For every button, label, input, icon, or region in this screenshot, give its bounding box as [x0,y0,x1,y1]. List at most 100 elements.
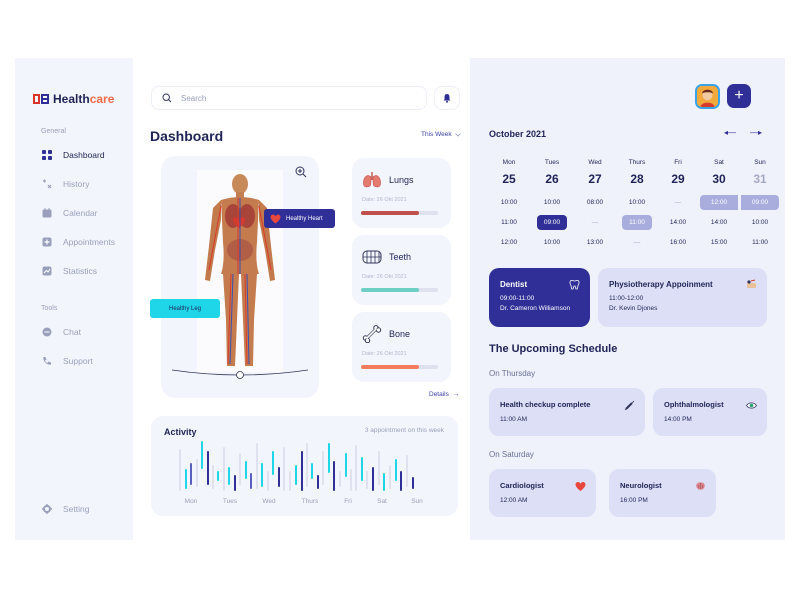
time-slot[interactable]: 13:00 [586,239,604,246]
section-general: General [41,128,66,135]
time-slot[interactable]: 10:00 [543,199,561,206]
time-slot[interactable]: 14:00 [669,219,687,226]
calendar-day-sat[interactable]: Sat 30 12:00 14:00 15:00 [700,159,738,250]
sidebar-item-statistics[interactable]: Statistics [41,265,97,277]
next-arrow-icon[interactable]: —▸ [750,128,763,137]
time-slot[interactable]: — [633,239,641,246]
time-slot[interactable]: 10:00 [500,199,518,206]
appointments-icon [41,236,53,248]
schedule-title: Cardiologist [500,481,544,490]
activity-bar [201,441,203,469]
calendar-day-sun[interactable]: Sun 31 09:00 10:00 11:00 [741,159,779,250]
chevron-down-icon [454,132,461,137]
sidebar-item-label: Dashboard [63,150,105,160]
time-slot[interactable]: 11:00 [501,219,517,226]
brand-logo[interactable]: Health care [33,92,114,106]
calendar-month: October 2021 [489,129,547,139]
appointment-title: Physiotherapy Appoinment [609,280,713,289]
add-appointment-button[interactable]: + [727,84,751,108]
appointment-time: 09:00-11:00 [500,295,535,302]
healthy-leg-tag[interactable]: Healthy Leg [150,299,220,318]
activity-bar [261,463,263,487]
activity-bar [256,443,258,489]
activity-bar [179,449,181,491]
notification-button[interactable] [434,86,460,110]
organ-card-bone[interactable]: Bone Date: 26 Okt 2021 [352,312,451,382]
time-slot[interactable]: — [674,199,682,206]
rotate-slider[interactable] [170,366,310,380]
time-slot[interactable]: 16:00 [669,239,687,246]
activity-bar [250,473,252,489]
period-dropdown[interactable]: This Week [421,131,461,138]
activity-bar [400,471,402,491]
time-slot[interactable]: — [591,219,599,226]
activity-bar [306,443,308,487]
calendar-day-thurs[interactable]: Thurs 28 10:00 11:00 — [618,159,656,250]
search-input[interactable]: Search [151,86,427,110]
calendar-nav: ◂— —▸ [724,128,762,137]
healthy-heart-tag[interactable]: Healthy Heart [264,209,335,228]
activity-bar [185,469,187,489]
calendar-day-tues[interactable]: Tues 26 10:00 09:00 10:00 [533,159,571,250]
details-link[interactable]: Details → [429,391,459,398]
appointment-card-dentist[interactable]: Dentist 09:00-11:00 Dr. Cameron Williams… [489,268,590,327]
search-icon [162,93,172,103]
brain-icon [695,479,706,490]
sidebar-item-history[interactable]: History [41,178,89,190]
time-slot[interactable]: 10:00 [751,219,769,226]
time-slot[interactable]: 11:00 [622,215,652,230]
calendar-day-mon[interactable]: Mon 25 10:00 11:00 12:00 [490,159,528,250]
time-slot[interactable]: 11:00 [752,239,768,246]
history-icon [41,178,53,190]
time-slot[interactable]: 10:00 [543,239,561,246]
schedule-card-neurologist[interactable]: Neurologist 16:00 PM [609,469,716,517]
sidebar-item-appointments[interactable]: Appointments [41,236,115,248]
time-slot[interactable]: 09:00 [537,215,567,230]
schedule-card-cardiologist[interactable]: Cardiologist 12:00 AM [489,469,596,517]
activity-bar [278,467,280,487]
calendar-day-wed[interactable]: Wed 27 08:00 — 13:00 [576,159,614,250]
prev-arrow-icon[interactable]: ◂— [724,128,737,137]
day-name: Mon [502,159,516,166]
time-slot[interactable]: 15:00 [710,239,728,246]
activity-bar [289,471,291,491]
avatar[interactable] [695,84,720,109]
sidebar-item-support[interactable]: Support [41,355,93,367]
activity-bar [228,467,230,485]
time-slot[interactable]: 12:00 [700,195,738,210]
activity-bar [207,451,209,485]
appointment-doctor: Dr. Cameron Williamson [500,305,571,312]
sidebar-item-setting[interactable]: Setting [41,503,89,515]
organ-card-teeth[interactable]: Teeth Date: 26 Okt 2021 [352,235,451,305]
schedule-time: 12:00 AM [500,497,528,504]
activity-day-label: Thurs [302,498,319,505]
logo-icon [33,93,49,105]
upcoming-title: The Upcoming Schedule [489,343,618,355]
sidebar-item-chat[interactable]: Chat [41,326,81,338]
sidebar-item-dashboard[interactable]: Dashboard [41,149,105,161]
calendar-day-fri[interactable]: Fri 29 — 14:00 16:00 [659,159,697,250]
organ-card-lungs[interactable]: Lungs Date: 26 Okt 2021 [352,158,451,228]
schedule-card-checkup[interactable]: Health checkup complete 11:00 AM [489,388,645,436]
day-date: 26 [545,172,559,186]
progress-fill [361,288,419,292]
activity-day-label: Sat [377,498,387,505]
time-slot[interactable]: 08:00 [586,199,604,206]
organ-name: Teeth [389,252,412,262]
time-slot[interactable]: 12:00 [500,239,518,246]
zoom-in-icon[interactable] [295,166,307,178]
schedule-card-ophthalmologist[interactable]: Ophthalmologist 14:00 PM [653,388,767,436]
arrow-right-icon: → [452,391,460,398]
appointment-card-physiotherapy[interactable]: Physiotherapy Appoinment 11:00-12:00 Dr.… [598,268,767,327]
time-slot[interactable]: 09:00 [741,195,779,210]
period-label: This Week [421,131,452,138]
sidebar-item-calendar[interactable]: Calendar [41,207,98,219]
search-placeholder: Search [181,93,207,103]
activity-bar [383,473,385,491]
progress-fill [361,211,419,215]
day-date: 31 [753,172,767,186]
activity-day-label: Wed [262,498,276,505]
body-viewer [161,156,319,398]
time-slot[interactable]: 10:00 [628,199,646,206]
time-slot[interactable]: 14:00 [710,219,728,226]
